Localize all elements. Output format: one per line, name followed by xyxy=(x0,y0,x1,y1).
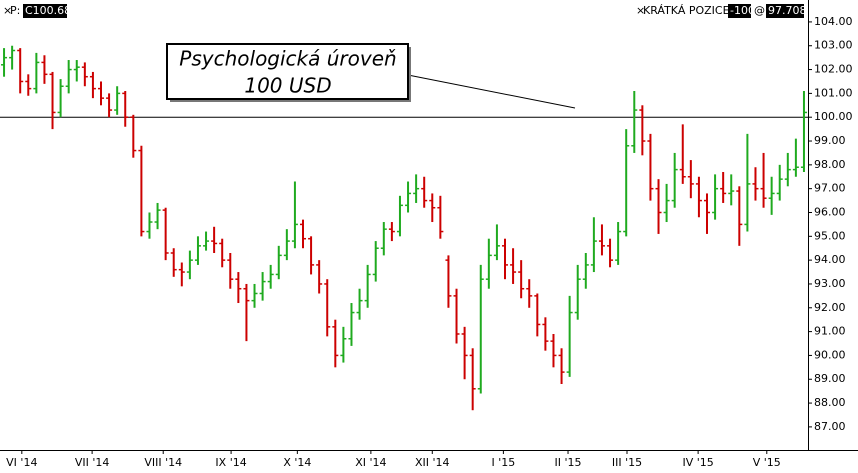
y-tick-label: 99.00 xyxy=(814,134,846,147)
y-tick-label: 100.00 xyxy=(814,110,853,123)
x-tick-label: II '15 xyxy=(555,456,582,469)
x-tick-label: VII '14 xyxy=(75,456,110,469)
symbol-value: C100.68 xyxy=(25,4,71,17)
y-tick-label: 91.00 xyxy=(814,325,846,338)
y-tick-label: 92.00 xyxy=(814,301,846,314)
position-qty-box xyxy=(728,4,751,18)
position-at: @ xyxy=(754,4,765,17)
position-price-box xyxy=(766,4,804,18)
x-tick-label: IV '15 xyxy=(682,456,713,469)
x-tick-label: V '15 xyxy=(753,456,781,469)
position-price: 97.708 xyxy=(768,4,807,17)
x-tick-label: VI '14 xyxy=(6,456,37,469)
y-tick-label: 104.00 xyxy=(814,15,853,28)
x-tick-label: I '15 xyxy=(492,456,516,469)
position-label: KRÁTKÁ POZICE xyxy=(643,4,730,17)
y-tick-label: 93.00 xyxy=(814,277,846,290)
x-tick-label: X '14 xyxy=(283,456,311,469)
y-tick-label: 97.00 xyxy=(814,182,846,195)
position-qty: -100 xyxy=(730,4,755,17)
x-tick-label: XII '14 xyxy=(415,456,450,469)
y-tick-label: 98.00 xyxy=(814,158,846,171)
y-tick-label: 89.00 xyxy=(814,372,846,385)
symbol-label: P: xyxy=(10,4,20,17)
close-icon[interactable]: × xyxy=(636,4,645,17)
close-icon[interactable]: × xyxy=(3,4,12,17)
y-tick-label: 88.00 xyxy=(814,396,846,409)
symbol-value-box xyxy=(23,4,67,18)
annotation-pointer xyxy=(407,74,576,109)
x-tick-label: III '15 xyxy=(612,456,642,469)
x-tick-label: IX '14 xyxy=(215,456,246,469)
y-tick-label: 90.00 xyxy=(814,348,846,361)
x-tick-label: VIII '14 xyxy=(144,456,182,469)
annotation-box xyxy=(166,43,409,100)
annotation-line: 100 USD xyxy=(244,74,331,98)
y-tick-label: 96.00 xyxy=(814,205,846,218)
annotation-line: Psychologická úroveň xyxy=(179,47,396,71)
y-tick-label: 95.00 xyxy=(814,229,846,242)
y-tick-label: 94.00 xyxy=(814,253,846,266)
y-tick-label: 87.00 xyxy=(814,420,846,433)
y-tick-label: 101.00 xyxy=(814,86,853,99)
y-tick-label: 102.00 xyxy=(814,63,853,76)
y-tick-label: 103.00 xyxy=(814,39,853,52)
x-tick-label: XI '14 xyxy=(355,456,386,469)
